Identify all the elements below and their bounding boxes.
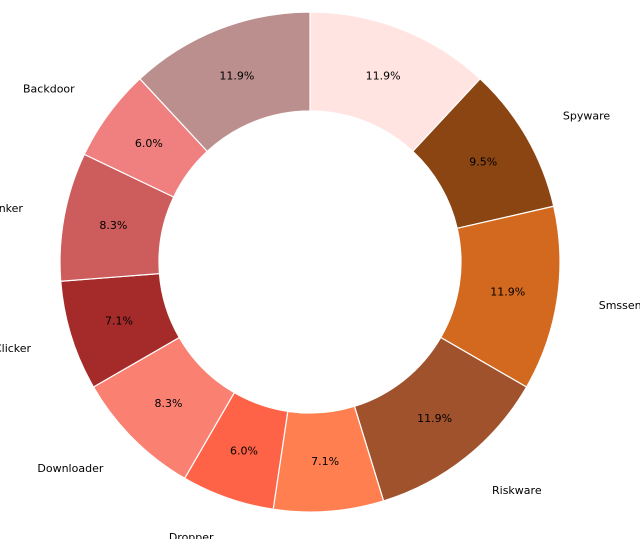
percent-label-clicker: 7.1% [105,315,133,328]
category-label-riskware: Riskware [492,484,542,497]
percent-label-group: 11.9% 9.5% 11.9% 11.9% 7.1% 6.0% 8.3% 7.1% 8.3% 6… [99,69,525,468]
category-label-backdoor: Backdoor [23,83,75,96]
category-label-spyware: Spyware [563,110,610,123]
category-label-banker: Banker [0,202,23,215]
percent-label-riskware: 11.9% [417,412,452,425]
percent-label-banker: 8.3% [99,219,127,232]
slice-group [59,11,561,513]
percent-label-ransomware: 7.1% [311,455,339,468]
percent-label-trojan: 11.9% [366,69,401,82]
percent-label-downloader: 8.3% [154,397,182,410]
percent-label-smssender: 11.9% [490,285,525,298]
percent-label-dropper: 6.0% [230,444,258,457]
category-label-smssender: Smssende [599,299,640,312]
percent-label-spyware: 9.5% [469,156,497,169]
category-label-clicker: Clicker [0,342,32,355]
category-label-downloader: Downloader [37,462,103,475]
percent-label-backdoor: 6.0% [135,137,163,150]
category-label-dropper: Dropper [169,531,214,539]
slice-adware [139,11,311,153]
percent-label-adware: 11.9% [219,69,254,82]
